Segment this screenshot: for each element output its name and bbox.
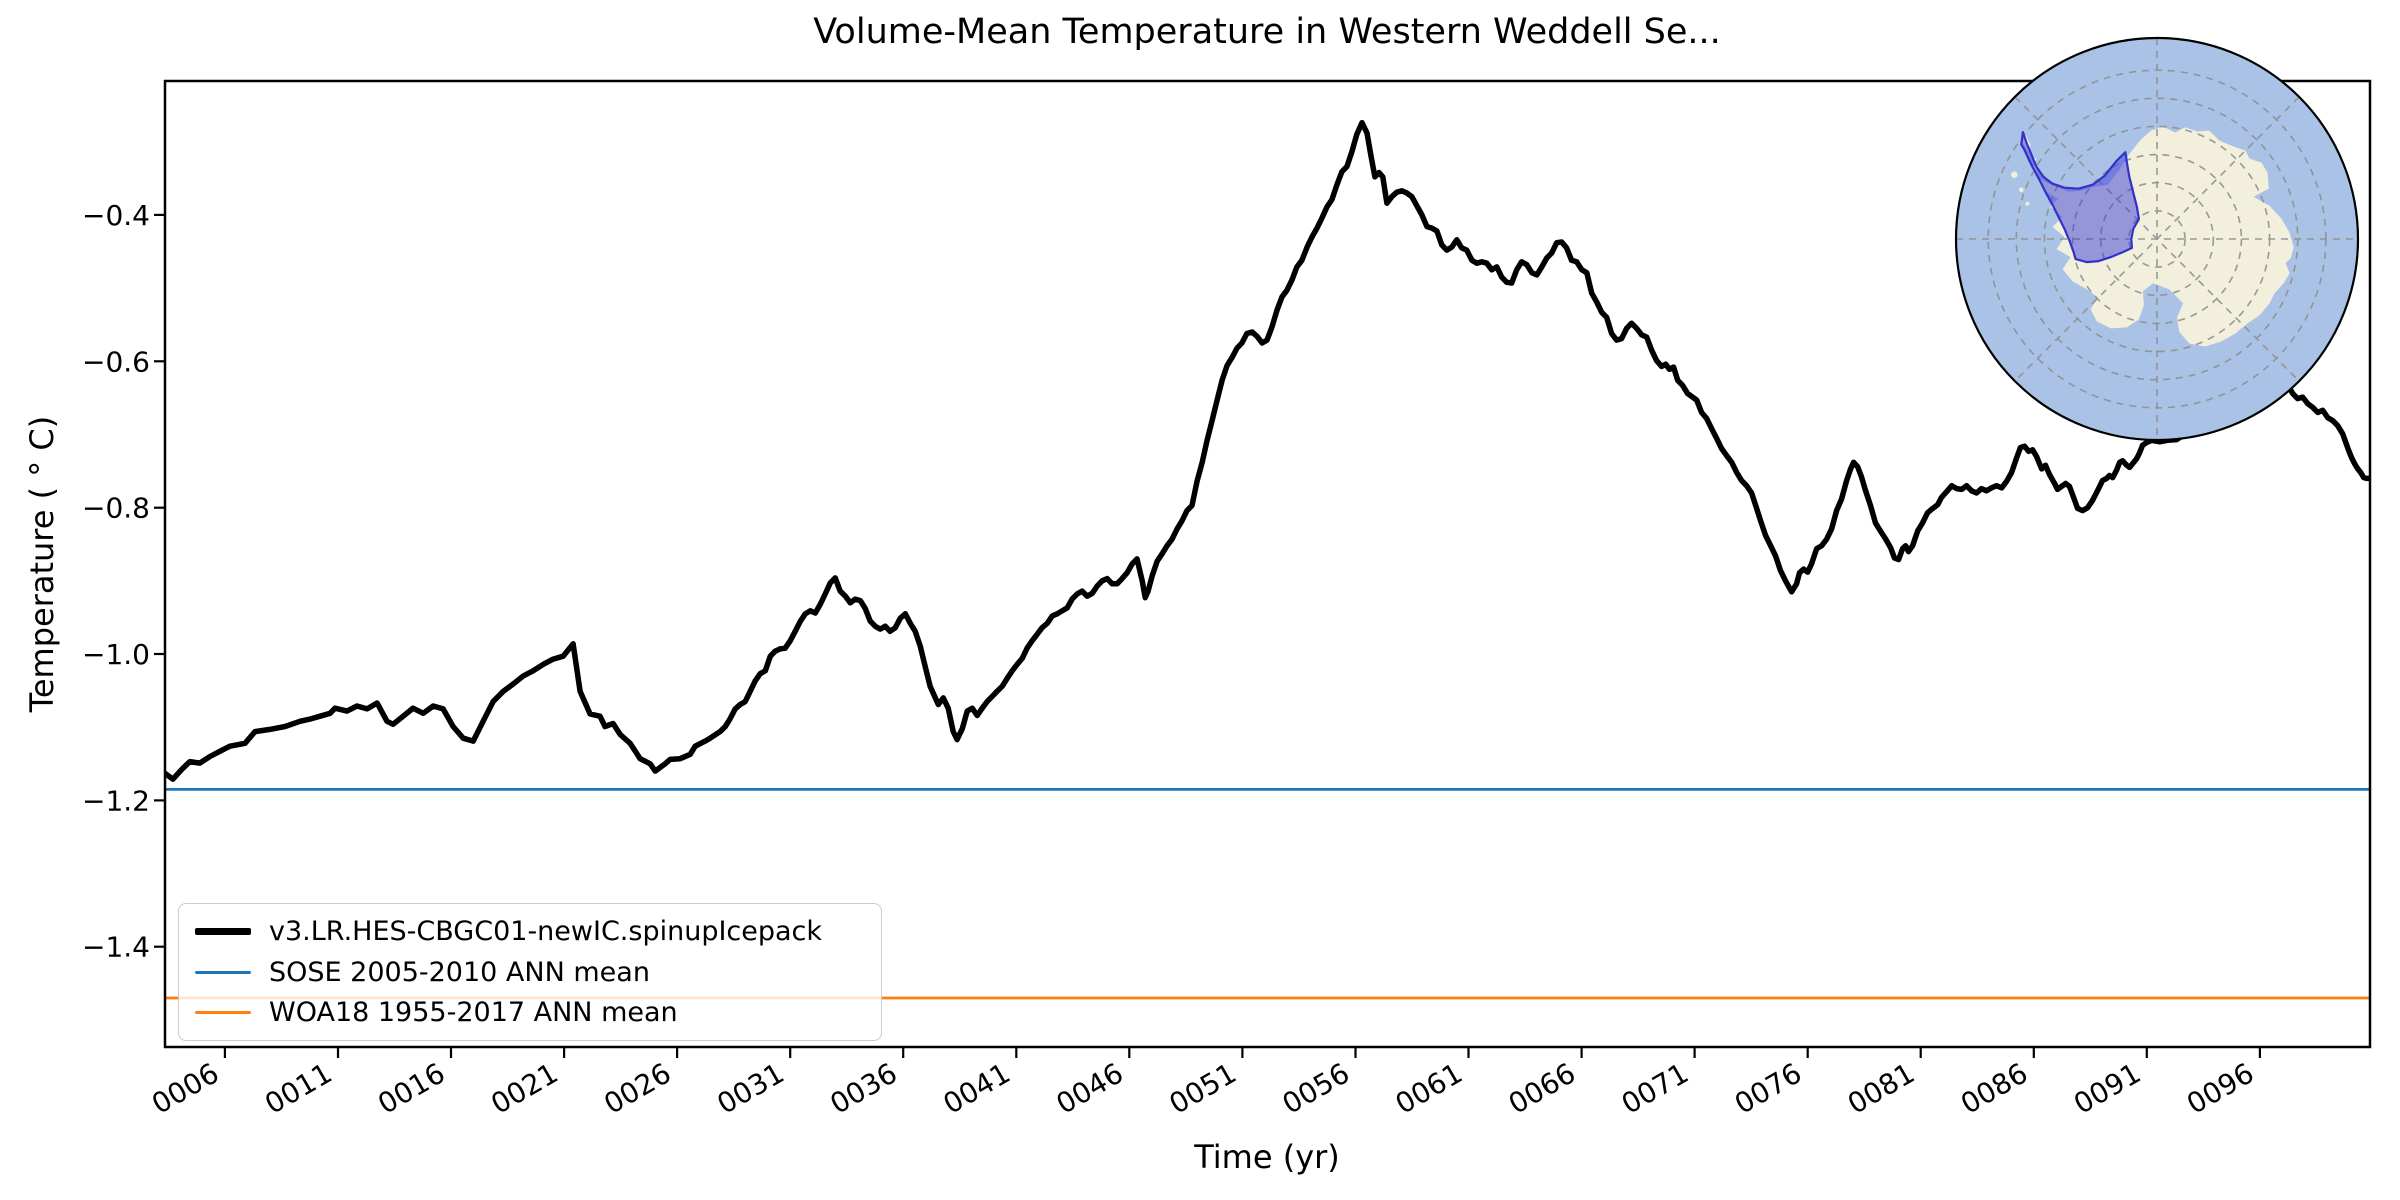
x-tick-label: 0011 [259, 1056, 337, 1120]
x-tick-label: 0026 [598, 1056, 676, 1120]
legend-item: v3.LR.HES-CBGC01-newIC.spinupIcepack [195, 916, 865, 947]
chart-title: Volume-Mean Temperature in Western Wedde… [813, 12, 1721, 52]
x-tick-label: 0071 [1616, 1056, 1694, 1120]
x-tick-label: 0041 [938, 1056, 1016, 1120]
y-tick-label: −0.8 [82, 492, 150, 525]
legend-item-label: WOA18 1955-2017 ANN mean [269, 997, 678, 1029]
island [2011, 171, 2018, 178]
x-tick-label: 0051 [1164, 1056, 1242, 1120]
x-tick-label: 0056 [1277, 1056, 1355, 1120]
legend: v3.LR.HES-CBGC01-newIC.spinupIcepack SOSE… [178, 903, 882, 1041]
series-line [165, 119, 2370, 782]
legend-line-sample [195, 927, 251, 935]
legend-item-label: v3.LR.HES-CBGC01-newIC.spinupIcepack [269, 915, 823, 947]
y-tick-label: −1.4 [82, 931, 150, 964]
x-tick-label: 0076 [1729, 1056, 1807, 1120]
x-tick-label: 0061 [1390, 1056, 1468, 1120]
legend-item-label: SOSE 2005-2010 ANN mean [269, 956, 650, 988]
x-tick-label: 0096 [2181, 1056, 2259, 1120]
graticule [1957, 39, 2357, 439]
island [2025, 201, 2030, 206]
x-tick-label: 0091 [2068, 1056, 2146, 1120]
x-tick-label: 0016 [372, 1056, 450, 1120]
island [2018, 187, 2024, 193]
y-axis-label: Temperature ( ° C) [23, 415, 61, 713]
x-tick-label: 0036 [824, 1056, 902, 1120]
map-boundary [1954, 36, 2360, 442]
y-tick-label: −0.4 [82, 199, 150, 232]
legend-line-sample [195, 970, 251, 974]
legend-item: SOSE 2005-2010 ANN mean [195, 957, 865, 988]
x-tick-label: 0006 [146, 1056, 224, 1120]
x-tick-label: 0066 [1503, 1056, 1581, 1120]
y-tick-label: −1.0 [82, 638, 150, 671]
x-tick-label: 0031 [711, 1056, 789, 1120]
weddell-region-highlight [2020, 131, 2140, 264]
x-tick-label: 0046 [1051, 1056, 1129, 1120]
x-tick-label: 0086 [1955, 1056, 2033, 1120]
x-tick-label: 0021 [485, 1056, 563, 1120]
x-axis-label: Time (yr) [1194, 1138, 1340, 1176]
legend-item: WOA18 1955-2017 ANN mean [195, 997, 865, 1028]
inset-map [1954, 36, 2360, 442]
y-tick-label: −1.2 [82, 784, 150, 817]
x-tick-label: 0081 [1842, 1056, 1920, 1120]
legend-line-sample [195, 1011, 251, 1015]
y-tick-label: −0.6 [82, 345, 150, 378]
